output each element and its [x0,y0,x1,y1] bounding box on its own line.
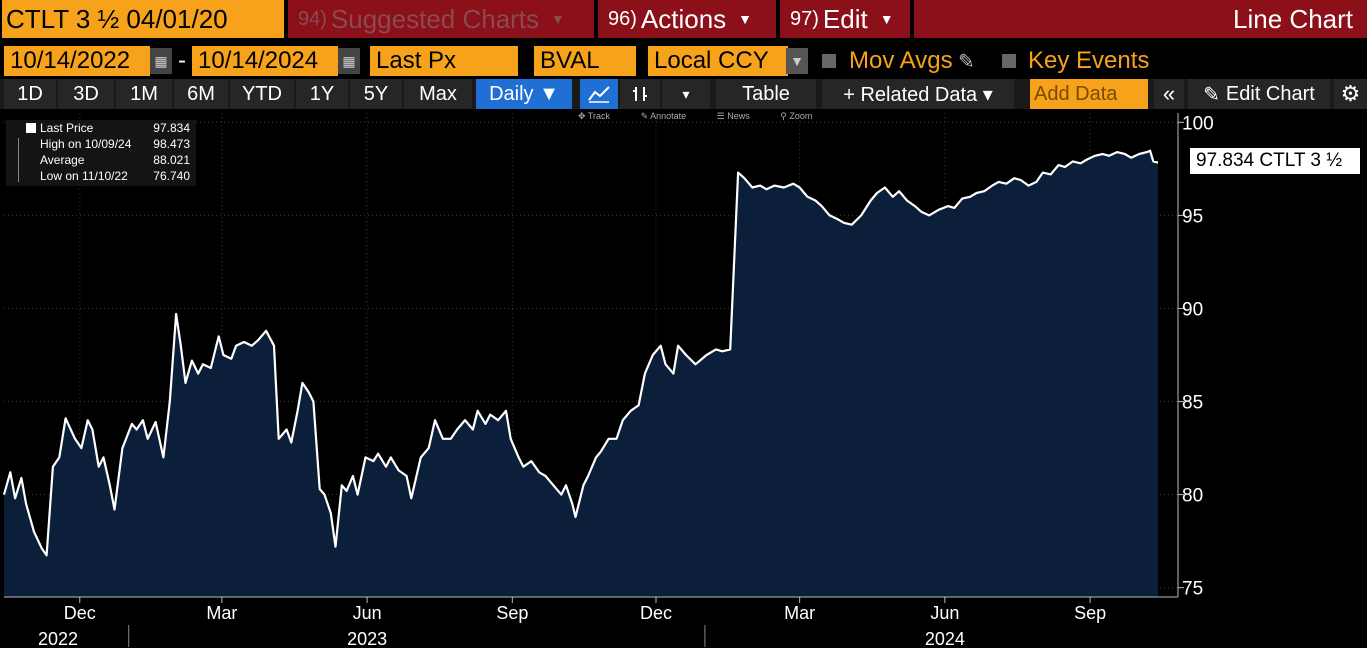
x-tick-label: Dec [640,603,672,623]
range-6m[interactable]: 6M [174,79,228,109]
actions-menu[interactable]: 96) Actions ▼ [598,0,776,38]
chart-type-dropdown[interactable]: ▾ [662,79,710,109]
related-data-button[interactable]: + Related Data ▾ [822,79,1014,109]
gear-icon[interactable]: ⚙ [1334,79,1367,109]
y-tick-label: 90 [1182,299,1203,320]
last-price-tag: 97.834 CTLT 3 ½ [1190,148,1360,174]
range-1y[interactable]: 1Y [296,79,348,109]
pencil-icon[interactable]: ✎ [958,50,975,73]
year-label: 2023 [347,629,387,648]
pencil-icon: ✎ [1203,83,1220,106]
x-tick-label: Sep [496,603,528,623]
range-5y[interactable]: 5Y [350,79,402,109]
chevron-down-icon[interactable]: ▼ [786,48,808,74]
range-3d[interactable]: 3D [58,79,114,109]
y-tick-label: 100 [1182,113,1214,134]
line-chart-icon[interactable] [580,79,618,109]
legend-average-label: Average [40,153,85,167]
x-tick-label: Mar [206,603,237,623]
view-title-bar: Line Chart [914,0,1367,38]
range-1d[interactable]: 1D [4,79,56,109]
legend-low-value: 76.740 [153,169,190,183]
chevron-down-icon: ▼ [551,11,565,27]
y-tick-label: 85 [1182,393,1203,414]
news-tool[interactable]: ☰ News [716,111,750,121]
legend-average-value: 88.021 [153,153,190,167]
key-events-label: Key Events [1028,47,1150,74]
legend-high-value: 98.473 [153,137,190,151]
start-date-field[interactable]: 10/14/2022 [4,46,150,76]
suggested-charts-label: Suggested Charts [330,3,540,34]
x-tick-label: Dec [64,603,96,623]
zoom-tool[interactable]: ⚲ Zoom [780,111,813,121]
security-label: CTLT 3 ½ 04/01/20 [6,3,228,34]
suggested-charts-menu[interactable]: 94) Suggested Charts ▼ [288,0,594,38]
date-separator: - [178,47,186,74]
y-tick-label: 75 [1182,579,1203,600]
series-line-last-price [2,149,1159,557]
chevron-down-icon: ▼ [738,11,753,27]
edit-chart-button[interactable]: ✎ Edit Chart [1188,79,1330,109]
collapse-icon[interactable]: « [1154,79,1184,109]
source-selector[interactable]: BVAL [534,46,636,76]
year-label: 2022 [38,629,78,648]
mov-avgs-checkbox[interactable] [822,54,836,68]
edit-chart-label: Edit Chart [1225,82,1315,105]
y-tick-label: 80 [1182,486,1203,507]
range-toolbar: 1D 3D 1M 6M YTD 1Y 5Y Max Daily ▼ ▾ Tabl… [0,79,1367,109]
chart-subtools: ✥ Track ✎ Annotate ☰ News ⚲ Zoom [578,111,840,122]
legend-last-label: Last Price [40,121,94,135]
annotate-tool[interactable]: ✎ Annotate [640,111,687,121]
price-chart[interactable]: 75 80 85 90 95 100 Dec Mar Jun Sep Dec Mar Jun Sep 202… [0,109,1367,648]
actions-num: 96) [608,7,637,30]
table-button[interactable]: Table [716,79,816,109]
series-area-last-price [4,150,1158,597]
currency-selector[interactable]: Local CCY [648,46,788,76]
range-max[interactable]: Max [404,79,472,109]
legend-bracket [18,138,27,182]
actions-label: Actions [640,3,727,34]
edit-label: Edit [822,3,868,34]
x-tick-label: Mar [784,603,815,623]
legend-swatch [26,123,36,133]
frequency-dropdown[interactable]: Daily ▼ [476,79,572,109]
field-selector[interactable]: Last Px [370,46,518,76]
end-date-field[interactable]: 10/14/2024 [192,46,338,76]
chart-legend: Last Price 97.834 High on 10/09/24 98.47… [6,120,196,186]
x-tick-label: Jun [353,603,382,623]
x-tick-label: Jun [930,603,959,623]
legend-last-value: 97.834 [153,121,190,135]
x-tick-label: Sep [1074,603,1106,623]
range-1m[interactable]: 1M [116,79,172,109]
edit-menu[interactable]: 97) Edit ▼ [780,0,910,38]
view-title: Line Chart [1233,3,1353,34]
key-events-checkbox[interactable] [1002,54,1016,68]
track-tool[interactable]: ✥ Track [578,111,611,121]
y-tick-label: 95 [1182,206,1203,227]
calendar-icon[interactable]: ▦ [338,48,360,74]
legend-low-label: Low on 11/10/22 [40,169,128,183]
edit-num: 97) [790,7,819,30]
year-label: 2024 [925,629,965,648]
add-data-input[interactable]: Add Data [1030,79,1148,109]
legend-high-label: High on 10/09/24 [40,137,132,151]
mov-avgs-label: Mov Avgs [849,47,953,74]
calendar-icon[interactable]: ▦ [150,48,172,74]
bar-chart-icon[interactable] [620,79,660,109]
top-toolbar: CTLT 3 ½ 04/01/20 94) Suggested Charts ▼… [0,0,1367,38]
chevron-down-icon: ▼ [879,11,894,27]
range-ytd[interactable]: YTD [230,79,294,109]
security-field[interactable]: CTLT 3 ½ 04/01/20 [2,0,284,38]
chart-controls: 10/14/2022 ▦ - 10/14/2024 ▦ Last Px BVAL… [0,46,1367,78]
suggested-charts-num: 94) [298,7,327,30]
